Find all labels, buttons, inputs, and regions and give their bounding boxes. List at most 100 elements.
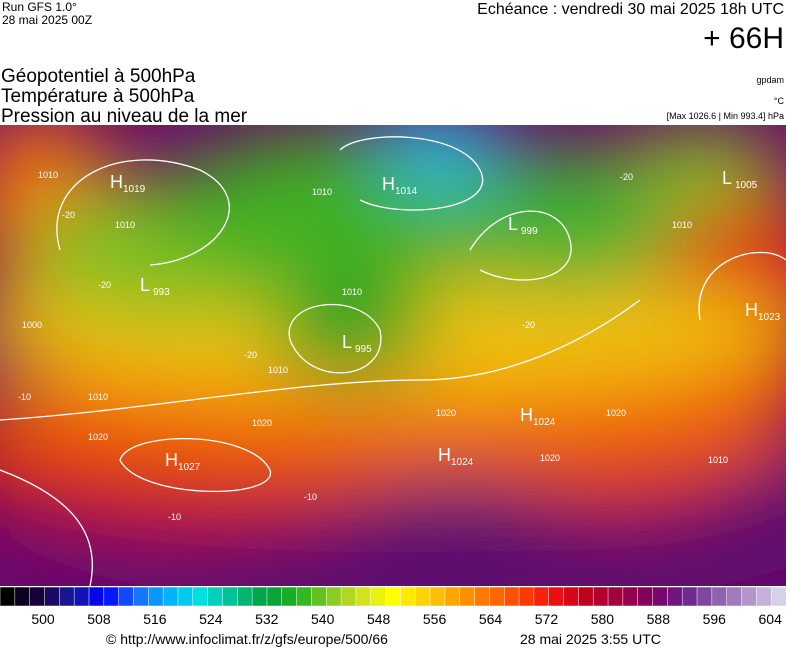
- center-value: 1005: [735, 180, 758, 191]
- contour-label: 1020: [540, 453, 560, 463]
- contour-label: 1010: [38, 170, 58, 180]
- colorbar-label: 516: [143, 611, 167, 627]
- contour-label: 1020: [606, 408, 626, 418]
- colorbar-swatch: [429, 586, 446, 607]
- colorbar-label: 540: [311, 611, 335, 627]
- colorbar-swatch: [414, 586, 431, 607]
- contour-label: 1010: [268, 365, 288, 375]
- center-value: 1023: [758, 312, 781, 323]
- colorbar-swatch: [444, 586, 461, 607]
- contour-label: -10: [18, 392, 31, 402]
- center-value: 995: [355, 344, 372, 355]
- colorbar-swatch: [741, 586, 758, 607]
- map: [0, 125, 786, 586]
- colorbar-swatch: [756, 586, 772, 607]
- center-letter: L: [140, 275, 150, 295]
- center-letter: L: [342, 332, 352, 352]
- colorbar-label: 524: [199, 611, 223, 627]
- contour-label: -20: [522, 320, 535, 330]
- isobar: [119, 437, 271, 493]
- contour-label: 1010: [312, 187, 332, 197]
- colorbar-swatch: [592, 586, 609, 607]
- colorbar: [0, 586, 786, 607]
- colorbar-swatch: [192, 586, 209, 607]
- isobar: [56, 159, 230, 266]
- map-title: Température à 500hPa: [1, 86, 195, 107]
- center-letter: H: [745, 300, 758, 320]
- colorbar-swatch: [59, 586, 75, 607]
- center-value: 1027: [178, 462, 201, 473]
- lead-time: + 66H: [703, 22, 784, 55]
- colorbar-swatch: [88, 586, 105, 607]
- colorbar-swatch: [652, 586, 669, 607]
- center-value: 993: [153, 287, 170, 298]
- center-value: 1024: [451, 457, 474, 468]
- contour-label: -20: [620, 172, 633, 182]
- colorbar-swatch: [222, 586, 239, 607]
- colorbar-label: 604: [759, 611, 783, 627]
- colorbar-swatch: [207, 586, 224, 607]
- contour-label: 1010: [672, 220, 692, 230]
- colorbar-swatch: [770, 586, 786, 607]
- isobar: [339, 136, 484, 211]
- contour-label: 1000: [22, 320, 42, 330]
- colorbar-label: 588: [647, 611, 671, 627]
- colorbar-swatch: [133, 586, 150, 607]
- contour-label: 1010: [342, 287, 362, 297]
- colorbar-swatch: [400, 586, 416, 607]
- colorbar-swatch: [148, 586, 164, 607]
- colorbar-swatch: [251, 586, 268, 607]
- colorbar-swatch: [103, 586, 120, 607]
- colorbar-swatch: [118, 586, 135, 607]
- colorbar-swatch: [711, 586, 728, 607]
- center-value: 999: [521, 226, 538, 237]
- colorbar-swatch: [162, 586, 179, 607]
- colorbar-swatch: [681, 586, 698, 607]
- contour-label: 1010: [88, 392, 108, 402]
- center-letter: H: [110, 172, 123, 192]
- colorbar-swatch: [296, 586, 313, 607]
- colorbar-swatch: [489, 586, 505, 607]
- isobar: [0, 469, 94, 586]
- contour-label: -10: [304, 492, 317, 502]
- center-letter: L: [722, 168, 732, 188]
- colorbar-label: 548: [367, 611, 391, 627]
- colorbar-swatch: [385, 586, 402, 607]
- isobar: [469, 210, 572, 281]
- contour-label: -20: [98, 280, 111, 290]
- center-letter: H: [520, 405, 533, 425]
- colorbar-swatch: [44, 586, 61, 607]
- center-value: 1019: [123, 184, 146, 195]
- colorbar-label: 532: [255, 611, 279, 627]
- colorbar-label: 596: [703, 611, 727, 627]
- colorbar-swatch: [622, 586, 639, 607]
- isobars: [0, 136, 786, 586]
- colorbar-label: 556: [423, 611, 447, 627]
- colorbar-swatch: [696, 586, 713, 607]
- colorbar-swatch: [29, 586, 46, 607]
- center-letter: L: [508, 214, 518, 234]
- contour-label: 1020: [88, 432, 108, 442]
- contour-label: -10: [168, 512, 181, 522]
- colorbar-swatch: [563, 586, 580, 607]
- unit-label: gpdam: [756, 75, 784, 85]
- colorbar-swatch: [0, 586, 16, 607]
- contour-label: -20: [244, 350, 257, 360]
- colorbar-swatch: [281, 586, 298, 607]
- colorbar-swatch: [726, 586, 743, 607]
- contour-label: 1020: [252, 418, 272, 428]
- colorbar-swatch: [237, 586, 253, 607]
- center-letter: H: [438, 445, 451, 465]
- colorbar-label: 508: [87, 611, 111, 627]
- valid-time: Echéance : vendredi 30 mai 2025 18h UTC: [477, 1, 784, 18]
- colorbar-label: 580: [591, 611, 615, 627]
- colorbar-label: 572: [535, 611, 559, 627]
- colorbar-swatch: [548, 586, 565, 607]
- contour-label: 1020: [436, 408, 456, 418]
- colorbar-swatch: [326, 586, 342, 607]
- unit-label: °C: [774, 96, 785, 106]
- contour-label: -20: [62, 210, 75, 220]
- colorbar-swatch: [266, 586, 283, 607]
- contour-label: 1010: [708, 455, 728, 465]
